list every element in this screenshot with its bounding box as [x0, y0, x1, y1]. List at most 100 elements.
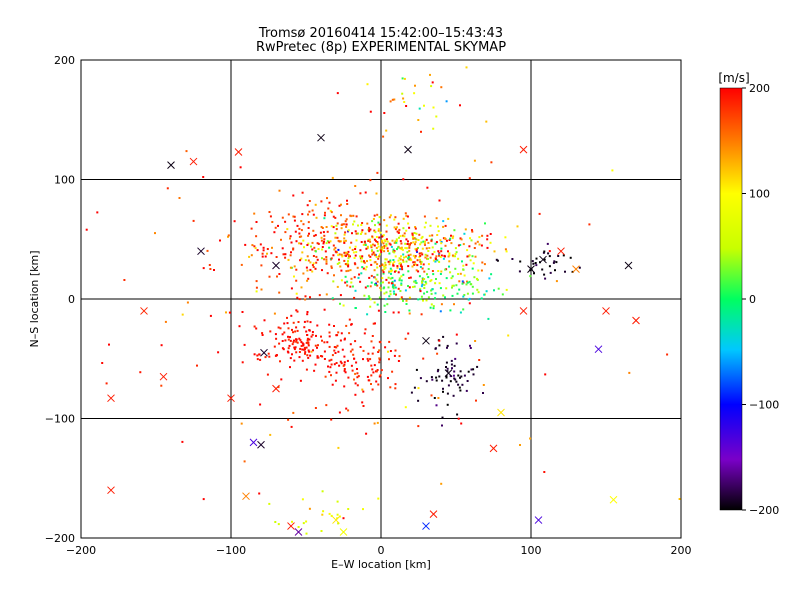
data-point [371, 368, 374, 371]
data-point [308, 338, 311, 341]
data-point [370, 244, 372, 247]
data-point [335, 371, 338, 374]
data-point [347, 376, 350, 379]
data-point [337, 248, 340, 251]
data-point [385, 243, 388, 246]
data-point [463, 232, 466, 235]
data-point [516, 225, 519, 228]
data-point [449, 309, 452, 312]
data-point [379, 249, 382, 252]
data-point [417, 247, 419, 249]
data-point [240, 422, 243, 425]
data-point [405, 299, 408, 302]
data-point [462, 295, 465, 298]
data-point [373, 253, 376, 256]
data-point [292, 194, 295, 197]
data-point [468, 177, 471, 180]
data-point [328, 331, 331, 334]
data-point [367, 379, 370, 382]
data-point [323, 214, 326, 217]
data-point [393, 270, 396, 273]
data-point [529, 275, 532, 278]
data-point [466, 280, 468, 283]
data-point [280, 378, 283, 381]
data-point [445, 366, 447, 368]
data-point [531, 260, 534, 263]
data-point [331, 297, 334, 300]
data-point [301, 213, 304, 216]
data-point [431, 234, 434, 237]
data-point [378, 236, 381, 239]
data-point [301, 348, 304, 351]
data-point [408, 244, 411, 247]
data-point [376, 284, 379, 287]
data-point [432, 305, 435, 308]
data-point [385, 298, 387, 301]
data-point [394, 286, 397, 289]
data-point [336, 236, 339, 239]
data-point [385, 230, 388, 233]
data-point [300, 229, 303, 232]
data-point [383, 219, 386, 222]
data-point [392, 248, 395, 251]
data-point [339, 339, 342, 342]
data-point [464, 228, 467, 231]
data-point [300, 345, 303, 347]
colorbar-tick-label: 0 [749, 293, 756, 306]
data-point [379, 286, 382, 289]
data-point [416, 264, 419, 267]
data-point [481, 234, 484, 237]
data-point [533, 272, 535, 275]
data-point [417, 270, 420, 273]
data-point [387, 281, 390, 284]
data-point [447, 250, 449, 253]
x-axis-ticks: −200 −100 0 100 200 [66, 544, 692, 557]
data-point [469, 344, 471, 347]
data-point [192, 219, 195, 222]
data-point [338, 515, 341, 518]
data-point [400, 265, 403, 268]
data-point [451, 294, 454, 297]
data-point [483, 263, 486, 266]
data-point [325, 256, 328, 258]
y-tick-label: −200 [45, 532, 75, 545]
data-point [419, 243, 422, 246]
data-point [450, 359, 453, 362]
data-point [435, 379, 438, 382]
data-point [343, 259, 346, 262]
data-point [400, 246, 403, 249]
data-point [314, 267, 317, 270]
data-point [312, 262, 315, 265]
data-point [356, 266, 359, 269]
data-cross [422, 336, 430, 345]
data-point [255, 280, 258, 283]
data-point [381, 269, 384, 272]
data-point [457, 273, 460, 275]
data-point [493, 289, 495, 292]
data-point [307, 234, 310, 237]
data-point [166, 187, 169, 190]
data-point [338, 204, 341, 207]
data-point [399, 258, 402, 261]
data-cross [257, 440, 265, 449]
data-point [478, 243, 481, 246]
data-point [377, 228, 380, 231]
data-point [295, 268, 298, 271]
data-point [357, 276, 360, 279]
data-point [344, 251, 347, 254]
data-point [460, 375, 463, 378]
data-point [305, 532, 308, 535]
data-point [261, 334, 264, 336]
data-point [420, 313, 423, 316]
data-point [344, 220, 347, 223]
data-point [368, 238, 371, 241]
data-point [445, 375, 448, 378]
data-point [383, 250, 386, 253]
data-point [350, 215, 353, 218]
data-point [419, 287, 422, 290]
data-point [402, 253, 405, 256]
data-point [455, 251, 458, 254]
data-point [519, 444, 521, 446]
data-point [405, 229, 408, 232]
